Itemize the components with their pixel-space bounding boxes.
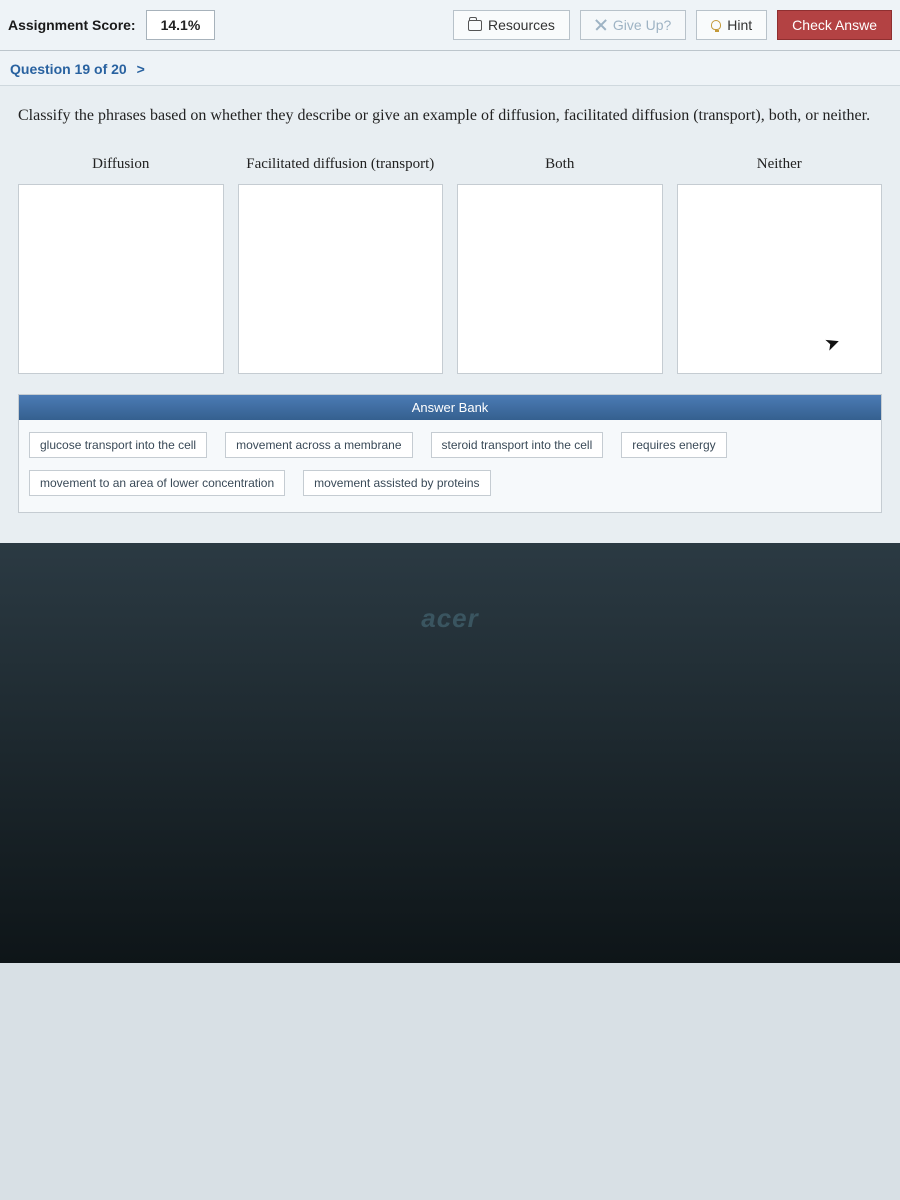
bin-neither: Neither [677, 156, 883, 374]
close-icon [595, 19, 607, 31]
bulb-icon [711, 20, 721, 30]
score-value: 14.1% [146, 10, 216, 40]
bin-header: Both [457, 156, 663, 176]
answer-chip[interactable]: glucose transport into the cell [29, 432, 207, 458]
answer-bank-title: Answer Bank [19, 395, 881, 420]
hint-label: Hint [727, 17, 752, 33]
folder-icon [468, 20, 482, 31]
bin-header: Neither [677, 156, 883, 176]
chevron-right-icon: > [137, 61, 145, 77]
bin-facilitated: Facilitated diffusion (transport) [238, 156, 444, 374]
question-nav[interactable]: Question 19 of 20 > [0, 51, 900, 86]
give-up-label: Give Up? [613, 17, 671, 33]
answer-chip[interactable]: movement to an area of lower concentrati… [29, 470, 285, 496]
laptop-logo: acer [421, 603, 479, 634]
answer-chip[interactable]: requires energy [621, 432, 726, 458]
score-label: Assignment Score: [8, 17, 136, 33]
hint-button[interactable]: Hint [696, 10, 767, 40]
question-prompt: Classify the phrases based on whether th… [18, 104, 882, 128]
drop-zone[interactable] [677, 184, 883, 374]
bin-diffusion: Diffusion [18, 156, 224, 374]
check-answer-button[interactable]: Check Answe [777, 10, 892, 40]
check-answer-label: Check Answe [792, 17, 877, 33]
give-up-button[interactable]: Give Up? [580, 10, 686, 40]
answer-chip[interactable]: movement assisted by proteins [303, 470, 490, 496]
answer-chip[interactable]: movement across a membrane [225, 432, 412, 458]
drop-zone[interactable] [18, 184, 224, 374]
question-content: Classify the phrases based on whether th… [0, 86, 900, 543]
resources-button[interactable]: Resources [453, 10, 570, 40]
laptop-bezel: ➤ acer [0, 543, 900, 963]
question-counter: Question 19 of 20 [10, 61, 127, 77]
answer-bank: Answer Bank glucose transport into the c… [18, 394, 882, 513]
bin-header: Facilitated diffusion (transport) [238, 156, 444, 176]
top-toolbar: Assignment Score: 14.1% Resources Give U… [0, 0, 900, 51]
drop-zone[interactable] [238, 184, 444, 374]
drop-bins-row: Diffusion Facilitated diffusion (transpo… [18, 156, 882, 374]
resources-label: Resources [488, 17, 555, 33]
answer-bank-body: glucose transport into the cell movement… [19, 420, 881, 512]
answer-chip[interactable]: steroid transport into the cell [431, 432, 604, 458]
bin-header: Diffusion [18, 156, 224, 176]
drop-zone[interactable] [457, 184, 663, 374]
bin-both: Both [457, 156, 663, 374]
